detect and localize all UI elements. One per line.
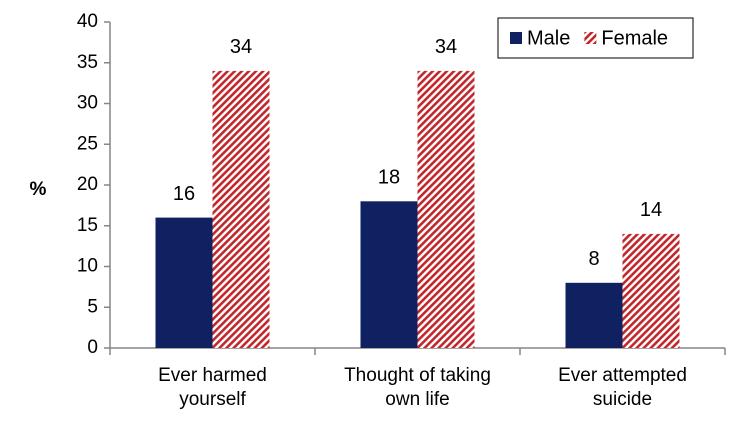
y-tick-label: 35 <box>77 52 98 73</box>
y-axis-label: % <box>30 179 47 200</box>
y-tick-label: 0 <box>87 337 98 358</box>
x-tick-label: Ever attempted <box>558 365 687 386</box>
value-label: 14 <box>640 199 662 221</box>
y-tick-label: 5 <box>87 296 98 317</box>
y-tick-label: 20 <box>77 174 98 195</box>
y-tick-label: 40 <box>77 11 98 32</box>
value-label: 16 <box>173 183 195 205</box>
x-tick-label: Thought of taking <box>344 365 491 386</box>
bar <box>360 201 418 348</box>
legend: Male Female <box>497 17 694 59</box>
legend-label: Female <box>601 27 668 49</box>
x-tick-label: own life <box>385 389 449 410</box>
x-tick-label: suicide <box>593 389 652 410</box>
x-tick-label: yourself <box>179 389 246 410</box>
y-tick-label: 10 <box>77 256 98 277</box>
value-label: 8 <box>588 248 599 270</box>
bar <box>622 233 680 348</box>
bar <box>212 70 270 349</box>
bar <box>417 70 475 349</box>
bar <box>155 217 213 348</box>
legend-swatch <box>584 32 597 44</box>
y-tick-label: 25 <box>77 133 98 154</box>
legend-label: Male <box>527 27 570 49</box>
value-label: 18 <box>378 167 400 189</box>
x-tick-label: Ever harmed <box>158 365 267 386</box>
y-tick-label: 30 <box>77 93 98 114</box>
value-label: 34 <box>435 36 457 58</box>
value-label: 34 <box>230 36 252 58</box>
y-tick-label: 15 <box>77 215 98 236</box>
bar <box>565 282 623 348</box>
legend-swatch <box>510 32 522 44</box>
